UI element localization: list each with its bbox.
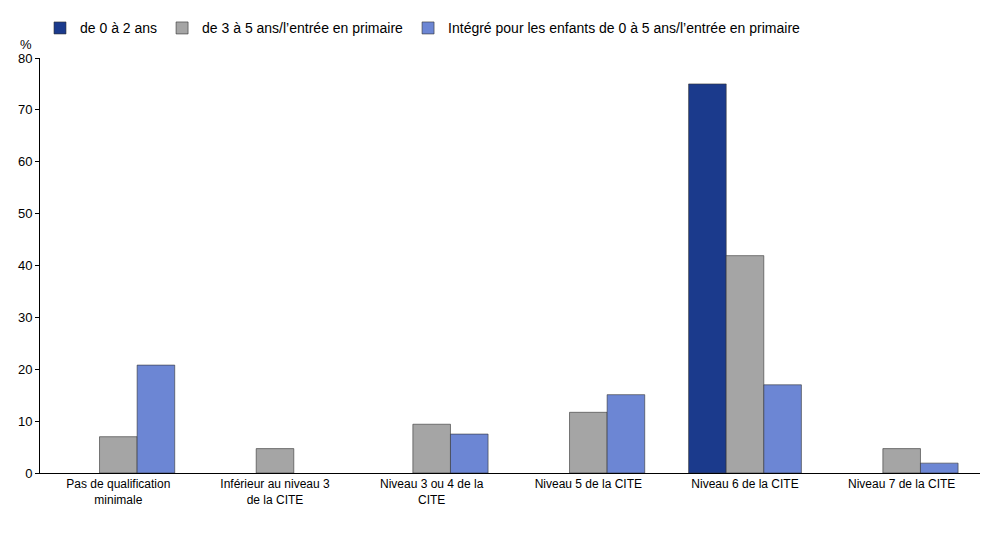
svg-text:70: 70 — [18, 102, 32, 117]
svg-text:0: 0 — [25, 466, 32, 481]
svg-text:Niveau 3 ou 4 de laCITE: Niveau 3 ou 4 de laCITE — [380, 477, 484, 507]
svg-text:Niveau 7 de la CITE: Niveau 7 de la CITE — [848, 477, 955, 491]
svg-text:Niveau 5 de la CITE: Niveau 5 de la CITE — [535, 477, 642, 491]
svg-text:%: % — [20, 37, 32, 52]
svg-text:30: 30 — [18, 310, 32, 325]
svg-text:50: 50 — [18, 206, 32, 221]
svg-text:60: 60 — [18, 154, 32, 169]
svg-text:40: 40 — [18, 258, 32, 273]
svg-text:Pas de qualificationminimale: Pas de qualificationminimale — [66, 477, 170, 507]
svg-text:Intégré pour les enfants de 0: Intégré pour les enfants de 0 à 5 ans/l’… — [448, 20, 800, 36]
svg-text:Inférieur au niveau 3de la CIT: Inférieur au niveau 3de la CITE — [220, 477, 330, 507]
svg-text:10: 10 — [18, 414, 32, 429]
svg-text:80: 80 — [18, 51, 32, 66]
svg-text:Niveau 6 de la CITE: Niveau 6 de la CITE — [691, 477, 798, 491]
svg-text:20: 20 — [18, 362, 32, 377]
svg-text:de 0 à 2 ans: de 0 à 2 ans — [80, 20, 157, 36]
svg-text:de 3 à 5 ans/l’entrée en prima: de 3 à 5 ans/l’entrée en primaire — [202, 20, 403, 36]
